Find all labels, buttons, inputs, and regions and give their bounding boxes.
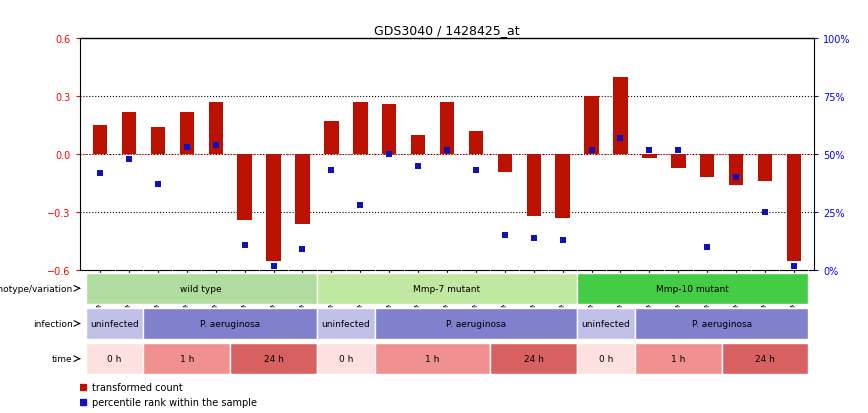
Text: 0 h: 0 h xyxy=(108,354,122,363)
Bar xyxy=(375,343,490,375)
Bar xyxy=(729,155,743,186)
Point xyxy=(353,202,367,209)
Bar xyxy=(411,135,425,155)
Bar xyxy=(180,112,194,155)
Bar xyxy=(490,343,577,375)
Point xyxy=(527,235,541,242)
Bar xyxy=(151,128,165,155)
Point xyxy=(758,209,772,216)
Point xyxy=(266,263,280,269)
Bar xyxy=(584,97,599,155)
Point xyxy=(700,244,714,251)
Bar xyxy=(143,343,230,375)
Text: 1 h: 1 h xyxy=(180,354,194,363)
Title: GDS3040 / 1428425_at: GDS3040 / 1428425_at xyxy=(374,24,520,37)
Text: uninfected: uninfected xyxy=(582,319,630,328)
Point xyxy=(787,263,801,269)
Bar xyxy=(721,343,808,375)
Bar xyxy=(786,155,801,261)
Point xyxy=(498,233,512,239)
Text: P. aeruginosa: P. aeruginosa xyxy=(201,319,260,328)
Point xyxy=(209,142,223,149)
Point xyxy=(411,163,425,170)
Bar xyxy=(122,112,136,155)
Bar xyxy=(469,132,483,155)
Text: Mmp-10 mutant: Mmp-10 mutant xyxy=(656,284,729,293)
Point xyxy=(122,156,136,163)
Bar xyxy=(353,103,367,155)
Text: uninfected: uninfected xyxy=(90,319,139,328)
Text: 24 h: 24 h xyxy=(523,354,543,363)
Bar xyxy=(635,343,721,375)
Bar xyxy=(635,308,808,339)
Text: percentile rank within the sample: percentile rank within the sample xyxy=(92,396,257,407)
Bar xyxy=(642,155,656,159)
Bar xyxy=(208,103,223,155)
Point xyxy=(382,152,396,158)
Point xyxy=(671,147,685,154)
Text: time: time xyxy=(52,354,73,363)
Text: genotype/variation: genotype/variation xyxy=(0,284,73,293)
Bar xyxy=(266,155,280,261)
Bar xyxy=(230,343,317,375)
Point xyxy=(469,168,483,174)
Point xyxy=(238,242,252,248)
Text: transformed count: transformed count xyxy=(92,382,183,392)
Point xyxy=(295,247,309,253)
Bar xyxy=(382,105,397,155)
Bar xyxy=(317,308,375,339)
Point xyxy=(325,168,339,174)
Point xyxy=(642,147,656,154)
Bar xyxy=(143,308,317,339)
Point xyxy=(151,182,165,188)
Bar xyxy=(86,273,317,304)
Bar xyxy=(577,273,808,304)
Point xyxy=(440,147,454,154)
Text: infection: infection xyxy=(33,319,73,328)
Point xyxy=(180,145,194,151)
Bar xyxy=(324,122,339,155)
Text: wild type: wild type xyxy=(181,284,222,293)
Text: uninfected: uninfected xyxy=(321,319,371,328)
Bar xyxy=(758,155,773,182)
Bar xyxy=(86,308,143,339)
Bar xyxy=(497,155,512,172)
Bar xyxy=(317,343,375,375)
Point xyxy=(93,170,107,177)
Text: P. aeruginosa: P. aeruginosa xyxy=(692,319,752,328)
Bar xyxy=(671,155,686,169)
Bar xyxy=(86,343,143,375)
Point xyxy=(614,135,628,142)
Bar xyxy=(527,155,541,216)
Bar xyxy=(317,273,577,304)
Bar xyxy=(375,308,577,339)
Text: P. aeruginosa: P. aeruginosa xyxy=(446,319,506,328)
Bar xyxy=(700,155,714,178)
Bar xyxy=(577,308,635,339)
Bar xyxy=(238,155,252,221)
Bar xyxy=(556,155,570,218)
Text: 0 h: 0 h xyxy=(339,354,353,363)
Text: Mmp-7 mutant: Mmp-7 mutant xyxy=(413,284,481,293)
Bar xyxy=(440,103,454,155)
Text: 1 h: 1 h xyxy=(425,354,440,363)
Bar xyxy=(295,155,310,224)
Bar xyxy=(577,343,635,375)
Point xyxy=(556,237,569,244)
Text: 24 h: 24 h xyxy=(264,354,284,363)
Text: 24 h: 24 h xyxy=(755,354,775,363)
Text: 0 h: 0 h xyxy=(599,354,613,363)
Bar xyxy=(614,78,628,155)
Point xyxy=(729,175,743,181)
Point xyxy=(585,147,599,154)
Bar xyxy=(93,126,108,155)
Text: 1 h: 1 h xyxy=(671,354,686,363)
